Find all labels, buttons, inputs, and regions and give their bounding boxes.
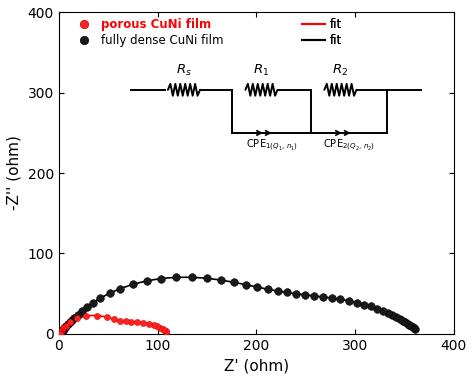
Legend: fit, fit: fit, fit <box>302 18 342 47</box>
X-axis label: Z' (ohm): Z' (ohm) <box>224 358 289 373</box>
Y-axis label: -Z'' (ohm): -Z'' (ohm) <box>7 136 22 211</box>
